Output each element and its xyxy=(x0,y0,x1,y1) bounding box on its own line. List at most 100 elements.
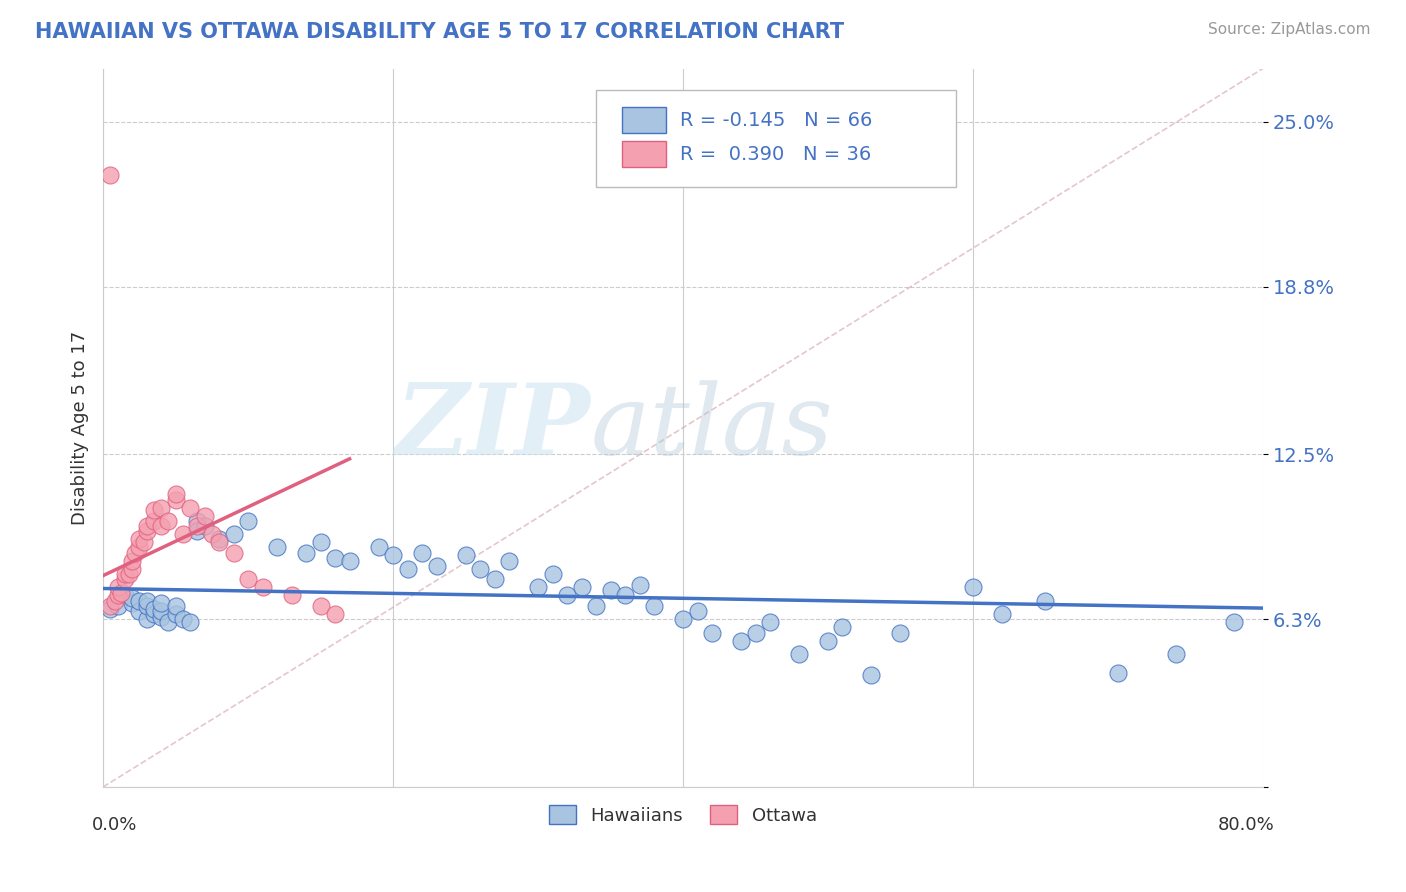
Point xyxy=(128,604,150,618)
Point xyxy=(236,573,259,587)
Point xyxy=(142,514,165,528)
Point xyxy=(208,535,231,549)
Point xyxy=(396,562,419,576)
Point xyxy=(787,647,810,661)
Point xyxy=(121,591,143,605)
Point xyxy=(201,527,224,541)
Point xyxy=(114,567,136,582)
Point xyxy=(194,508,217,523)
Point xyxy=(585,599,607,613)
Point xyxy=(1223,615,1246,629)
Point xyxy=(571,580,593,594)
Point xyxy=(194,519,217,533)
Point xyxy=(1107,665,1129,680)
Point xyxy=(172,612,194,626)
Point xyxy=(962,580,984,594)
Text: R = -0.145   N = 66: R = -0.145 N = 66 xyxy=(679,111,872,129)
Point xyxy=(107,599,129,613)
Point xyxy=(142,503,165,517)
Point xyxy=(222,527,245,541)
Point xyxy=(1035,593,1057,607)
Point xyxy=(309,599,332,613)
Point xyxy=(179,615,201,629)
Point xyxy=(135,599,157,613)
Point xyxy=(468,562,491,576)
Point xyxy=(104,593,127,607)
Point xyxy=(150,500,173,515)
Point xyxy=(889,625,911,640)
Point xyxy=(222,546,245,560)
Point xyxy=(323,551,346,566)
Legend: Hawaiians, Ottawa: Hawaiians, Ottawa xyxy=(541,798,824,831)
Point xyxy=(280,588,302,602)
Point xyxy=(157,514,180,528)
Point xyxy=(124,546,146,560)
Point xyxy=(541,567,564,582)
Point xyxy=(135,612,157,626)
Point xyxy=(744,625,766,640)
Point xyxy=(498,554,520,568)
Bar xyxy=(621,107,665,133)
Point xyxy=(172,527,194,541)
Point xyxy=(142,601,165,615)
Point xyxy=(150,519,173,533)
Point xyxy=(179,500,201,515)
Text: 0.0%: 0.0% xyxy=(91,815,136,834)
Point xyxy=(157,615,180,629)
Point xyxy=(165,487,187,501)
Point xyxy=(454,549,477,563)
Point xyxy=(426,559,449,574)
Point xyxy=(121,596,143,610)
Point xyxy=(121,562,143,576)
Point xyxy=(100,601,122,615)
Point xyxy=(128,593,150,607)
Text: R =  0.390   N = 36: R = 0.390 N = 36 xyxy=(679,145,870,163)
Point xyxy=(114,588,136,602)
Point xyxy=(135,524,157,539)
Point xyxy=(128,541,150,555)
Point xyxy=(100,168,122,182)
Point xyxy=(628,578,651,592)
Point xyxy=(128,533,150,547)
Point xyxy=(484,573,506,587)
Point xyxy=(730,633,752,648)
Point xyxy=(150,609,173,624)
Point xyxy=(186,514,208,528)
Text: ZIP: ZIP xyxy=(395,379,591,476)
Point xyxy=(1164,647,1187,661)
Point xyxy=(295,546,318,560)
Point xyxy=(527,580,550,594)
Point xyxy=(107,580,129,594)
Point xyxy=(165,607,187,621)
Point xyxy=(150,604,173,618)
Point xyxy=(252,580,274,594)
Point xyxy=(309,535,332,549)
Point xyxy=(142,607,165,621)
Point xyxy=(614,588,637,602)
Point xyxy=(831,620,853,634)
Point xyxy=(686,604,709,618)
Point xyxy=(860,668,883,682)
Point xyxy=(165,599,187,613)
Point xyxy=(165,492,187,507)
Text: Source: ZipAtlas.com: Source: ZipAtlas.com xyxy=(1208,22,1371,37)
Point xyxy=(339,554,361,568)
Point xyxy=(266,541,288,555)
Point xyxy=(367,541,389,555)
Point xyxy=(700,625,723,640)
Point xyxy=(100,599,122,613)
Point xyxy=(555,588,578,602)
Point xyxy=(135,593,157,607)
Point xyxy=(382,549,405,563)
FancyBboxPatch shape xyxy=(596,90,956,187)
Text: HAWAIIAN VS OTTAWA DISABILITY AGE 5 TO 17 CORRELATION CHART: HAWAIIAN VS OTTAWA DISABILITY AGE 5 TO 1… xyxy=(35,22,844,42)
Point xyxy=(817,633,839,648)
Point xyxy=(121,554,143,568)
Point xyxy=(236,514,259,528)
Point xyxy=(411,546,433,560)
Point xyxy=(118,567,141,582)
Point xyxy=(110,585,132,599)
Point xyxy=(114,573,136,587)
Point xyxy=(135,519,157,533)
Point xyxy=(991,607,1014,621)
